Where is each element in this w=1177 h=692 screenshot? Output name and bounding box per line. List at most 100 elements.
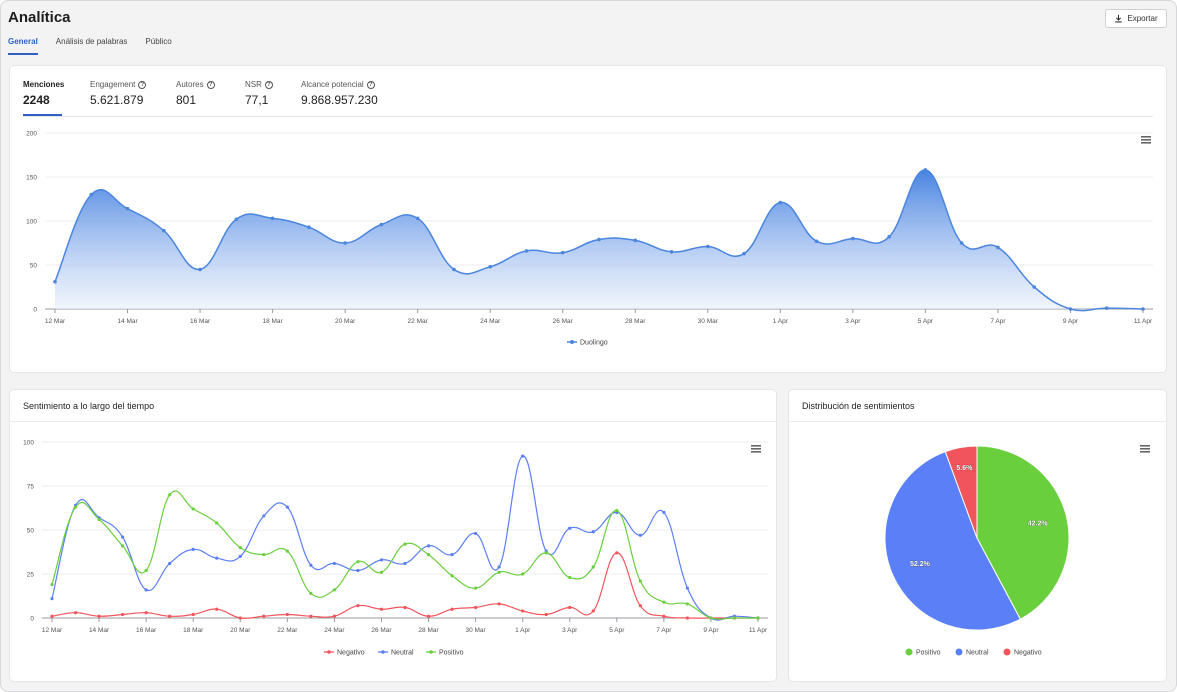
data-point[interactable] — [415, 216, 420, 221]
data-point[interactable] — [53, 279, 57, 284]
data-point[interactable] — [615, 551, 619, 555]
data-point[interactable] — [474, 586, 478, 590]
pie-slice-positivo[interactable] — [976, 445, 1070, 620]
data-point[interactable] — [234, 217, 239, 222]
data-point[interactable] — [144, 611, 148, 615]
data-point[interactable] — [215, 556, 219, 560]
data-point[interactable] — [262, 553, 266, 557]
data-point[interactable] — [50, 582, 54, 587]
data-point[interactable] — [560, 250, 565, 255]
data-point[interactable] — [50, 597, 54, 601]
data-point[interactable] — [144, 588, 148, 592]
data-point[interactable] — [403, 542, 407, 546]
data-point[interactable] — [356, 604, 360, 608]
legend-item-duolingo[interactable]: Duolingo — [567, 340, 608, 347]
data-point[interactable] — [309, 591, 313, 595]
data-point[interactable] — [356, 560, 360, 564]
data-point[interactable] — [497, 570, 501, 574]
data-point[interactable] — [238, 546, 242, 550]
data-point[interactable] — [168, 561, 172, 566]
data-point[interactable] — [238, 554, 242, 558]
metric-autores[interactable]: Autores? 801 — [176, 80, 215, 107]
legend-item-negativo[interactable]: Negativo — [324, 650, 365, 657]
data-point[interactable] — [814, 239, 819, 244]
metric-engagement[interactable]: Engagement? 5.621.879 — [90, 80, 147, 107]
data-point[interactable] — [285, 549, 289, 553]
data-point[interactable] — [73, 505, 78, 509]
data-point[interactable] — [709, 616, 713, 620]
data-point[interactable] — [307, 225, 311, 229]
data-point[interactable] — [685, 602, 690, 606]
data-point[interactable] — [73, 611, 78, 615]
data-point[interactable] — [1068, 307, 1073, 311]
data-point[interactable] — [97, 517, 101, 522]
data-point[interactable] — [426, 553, 431, 557]
data-point[interactable] — [662, 510, 666, 514]
data-point[interactable] — [426, 544, 431, 548]
data-point[interactable] — [97, 614, 101, 618]
hamburger-menu-icon[interactable] — [1141, 136, 1151, 144]
data-point[interactable] — [356, 568, 360, 573]
data-point[interactable] — [332, 588, 336, 592]
data-point[interactable] — [403, 605, 407, 610]
help-circle-icon[interactable]: ? — [264, 80, 273, 89]
data-point[interactable] — [1104, 306, 1109, 310]
data-point[interactable] — [732, 616, 737, 620]
data-point[interactable] — [474, 531, 478, 536]
data-point[interactable] — [1032, 285, 1036, 289]
data-point[interactable] — [756, 616, 760, 620]
data-point[interactable] — [959, 241, 964, 245]
data-point[interactable] — [125, 206, 130, 211]
data-point[interactable] — [706, 244, 710, 249]
data-point[interactable] — [343, 241, 347, 245]
pie-slice-neutral[interactable] — [884, 450, 1021, 631]
data-point[interactable] — [662, 614, 666, 618]
metric-menciones[interactable]: Menciones 2248 — [23, 80, 64, 107]
legend-item-neutral[interactable]: Neutral — [378, 650, 414, 657]
tab-general[interactable]: General — [8, 35, 38, 55]
data-point[interactable] — [144, 568, 148, 573]
data-point[interactable] — [638, 533, 642, 537]
data-point[interactable] — [309, 614, 313, 618]
data-point[interactable] — [591, 609, 595, 613]
tab-word-analysis[interactable]: Análisis de palabras — [55, 37, 128, 46]
help-circle-icon[interactable]: ? — [138, 80, 147, 89]
data-point[interactable] — [191, 612, 195, 617]
pie-slice-negativo[interactable] — [944, 445, 978, 539]
data-point[interactable] — [379, 222, 384, 227]
data-point[interactable] — [996, 245, 1000, 250]
data-point[interactable] — [662, 600, 666, 604]
data-point[interactable] — [89, 192, 94, 197]
data-point[interactable] — [379, 570, 384, 574]
export-button[interactable]: Exportar — [1105, 9, 1167, 28]
data-point[interactable] — [162, 228, 166, 233]
data-point[interactable] — [497, 602, 501, 606]
data-point[interactable] — [379, 607, 384, 611]
data-point[interactable] — [851, 236, 855, 241]
data-point[interactable] — [121, 535, 125, 539]
data-point[interactable] — [168, 614, 172, 618]
data-point[interactable] — [450, 574, 454, 578]
data-point[interactable] — [669, 250, 674, 254]
data-point[interactable] — [521, 609, 525, 613]
hamburger-menu-icon[interactable] — [751, 445, 761, 453]
data-point[interactable] — [591, 530, 595, 534]
data-point[interactable] — [121, 612, 125, 617]
data-point[interactable] — [191, 547, 195, 551]
data-point[interactable] — [168, 493, 172, 497]
data-point[interactable] — [50, 614, 54, 618]
data-point[interactable] — [450, 553, 454, 557]
data-point[interactable] — [591, 565, 595, 569]
data-point[interactable] — [309, 563, 313, 567]
data-point[interactable] — [474, 605, 478, 610]
data-point[interactable] — [742, 251, 746, 256]
data-point[interactable] — [615, 509, 619, 513]
data-point[interactable] — [568, 526, 572, 530]
help-circle-icon[interactable]: ? — [206, 80, 215, 89]
data-point[interactable] — [488, 264, 493, 269]
data-point[interactable] — [568, 575, 572, 580]
legend-item-neutral[interactable]: Neutral — [955, 648, 990, 657]
hamburger-menu-icon[interactable] — [1140, 445, 1150, 453]
metric-nsr[interactable]: NSR? 77,1 — [245, 80, 273, 107]
data-point[interactable] — [597, 237, 601, 242]
